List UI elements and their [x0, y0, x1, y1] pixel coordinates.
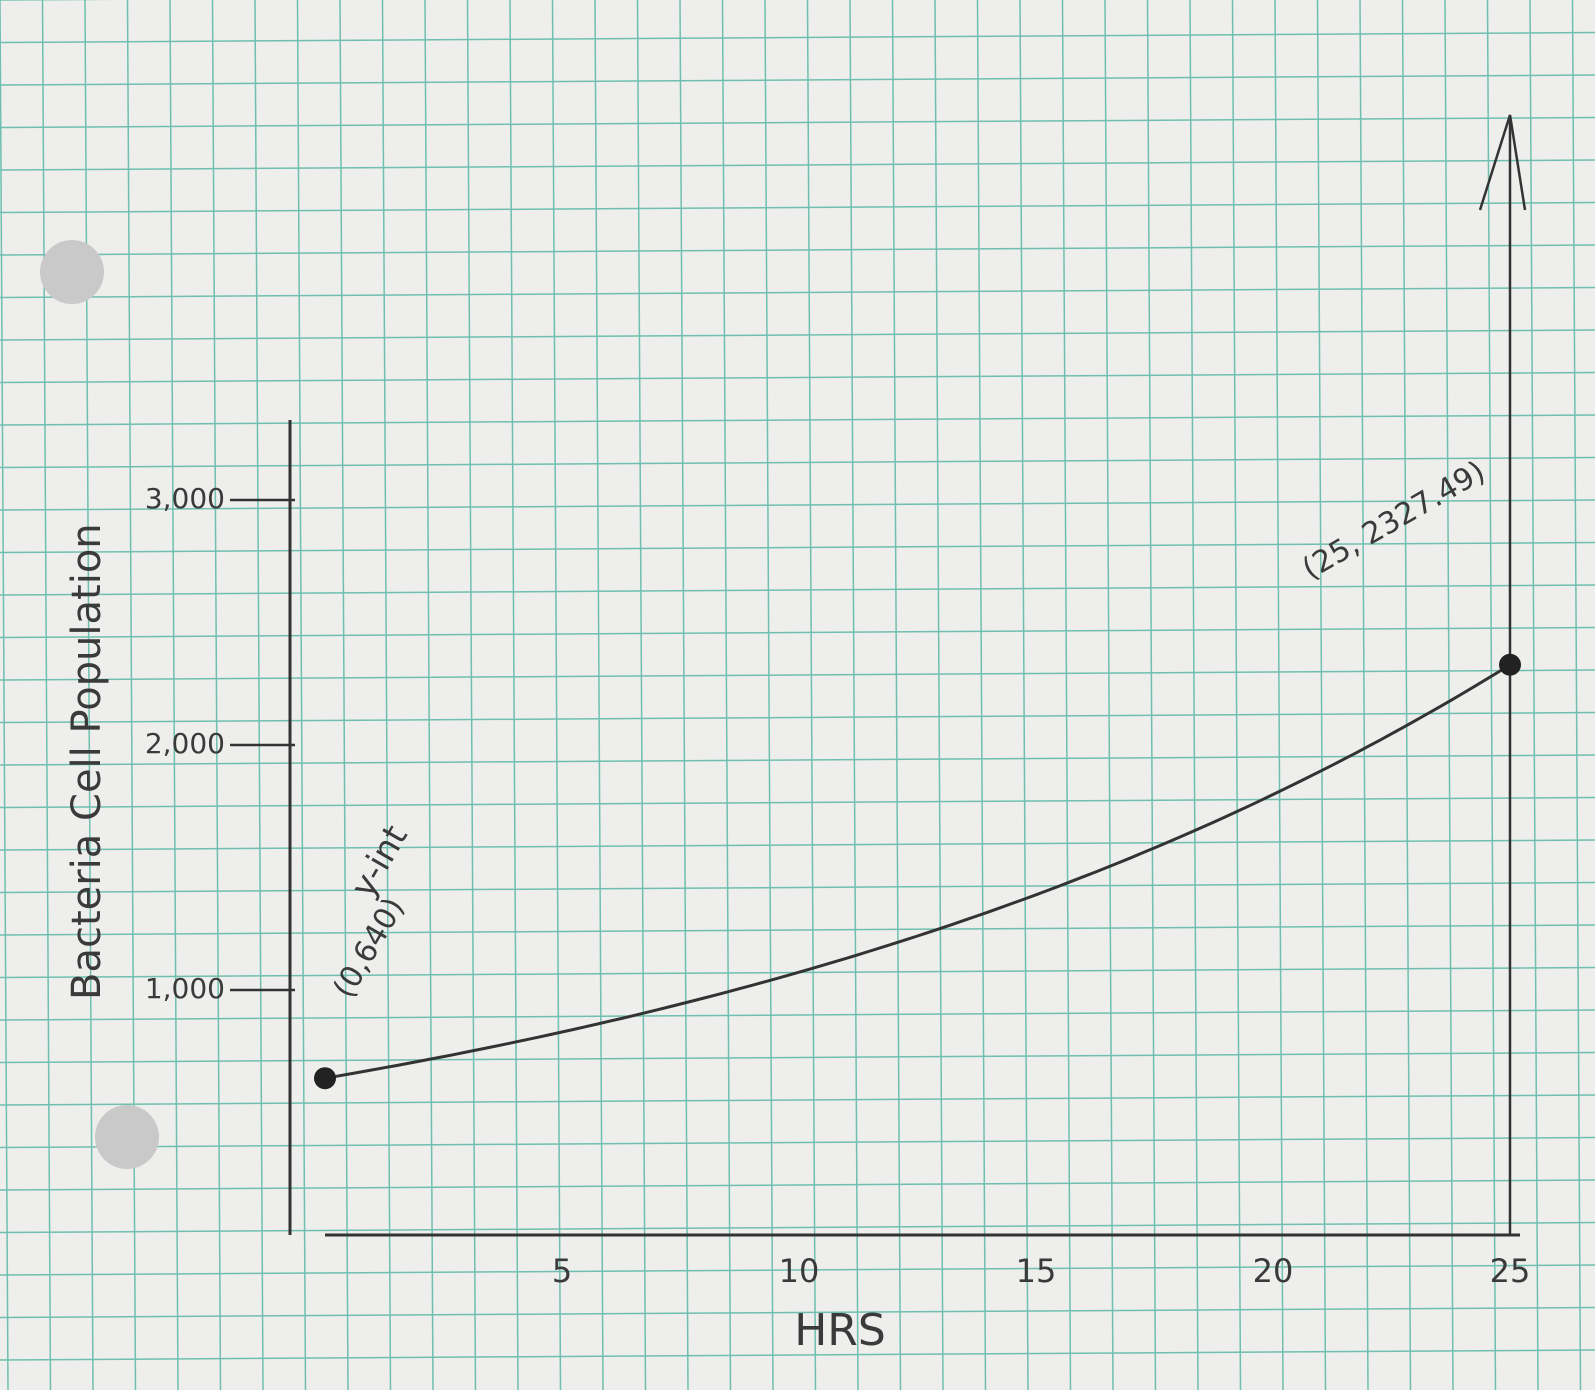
grid-line [0, 839, 1595, 851]
x-tick-label: 5 [552, 1252, 572, 1290]
grid-line [721, 0, 732, 1390]
grid-line [1189, 0, 1199, 1390]
grid-line [0, 626, 1595, 639]
grid-line [0, 1179, 1595, 1191]
grid-line [254, 0, 264, 1390]
grid-line [1529, 0, 1539, 1390]
grid-line [0, 924, 1595, 936]
grid-line [0, 31, 1595, 44]
grid-line [0, 329, 1595, 341]
grid-line [0, 244, 1595, 256]
grid-line [551, 0, 562, 1390]
y-axis-label: Bacteria Cell Population [64, 523, 110, 1000]
grid-line [0, 116, 1595, 129]
grid-line [1401, 0, 1412, 1390]
grid-line [0, 456, 1595, 469]
grid-line [0, 1349, 1595, 1361]
grid-line [1019, 0, 1029, 1390]
grid-line [1104, 0, 1114, 1390]
grid-line [211, 0, 222, 1390]
data-points [314, 653, 1521, 1090]
grid-line [0, 584, 1595, 596]
x-tick-label: 10 [779, 1252, 820, 1290]
grid-line [466, 0, 477, 1390]
grid-line [381, 0, 392, 1390]
grid-line [594, 0, 604, 1390]
grid-line [0, 1136, 1595, 1149]
grid-line [1274, 0, 1284, 1390]
grid-line [636, 0, 647, 1390]
grid-line [169, 0, 179, 1390]
grid-line [0, 74, 1595, 86]
grid-line [0, 1094, 1595, 1106]
grid-line [806, 0, 817, 1390]
binder-hole [95, 1105, 159, 1169]
grid-line [1146, 0, 1157, 1390]
grid-line [1359, 0, 1369, 1390]
binder-hole [40, 240, 104, 304]
grid-line [296, 0, 307, 1390]
grid-line [0, 499, 1595, 511]
grid-line [1231, 0, 1242, 1390]
data-point [1499, 653, 1521, 676]
grid-line [1316, 0, 1327, 1390]
grid-line [0, 414, 1595, 426]
grid-line [339, 0, 349, 1390]
x-tick-label: 25 [1490, 1252, 1531, 1290]
grid-line [0, 1051, 1595, 1064]
grid-line [0, 0, 9, 1390]
grid-line [0, 159, 1595, 171]
grid-line [0, 541, 1595, 554]
grid-line [41, 0, 52, 1390]
arrow-head-icon [1478, 114, 1527, 211]
grid-line [0, 201, 1595, 214]
grid-line [764, 0, 774, 1390]
y-tick-label: 3,000 [145, 482, 225, 515]
grid-line [0, 669, 1595, 681]
grid-line [891, 0, 902, 1390]
grid-line [0, 1009, 1595, 1021]
grid-line [1444, 0, 1454, 1390]
grid-line [0, 881, 1595, 894]
grid-line [0, 1221, 1595, 1234]
series-curve [324, 663, 1511, 1080]
x-tick-label: 20 [1253, 1252, 1294, 1290]
grid-line [0, 371, 1595, 384]
x-tick-label: 15 [1016, 1252, 1057, 1290]
grid-line [0, 1306, 1595, 1319]
data-point [314, 1067, 336, 1090]
ticks: 5 10 15 20 25 1,000 2,000 3,000 [145, 482, 1531, 1290]
grid-line [0, 711, 1595, 724]
grid-line [976, 0, 987, 1390]
grid-line [0, 796, 1595, 809]
grid-line [1571, 0, 1582, 1390]
grid-line [424, 0, 434, 1390]
grid-line [0, 754, 1595, 766]
grid-line [1061, 0, 1072, 1390]
grid-line [679, 0, 689, 1390]
y-tick-label: 2,000 [145, 727, 225, 760]
y-tick-label: 1,000 [145, 972, 225, 1005]
grid-line [849, 0, 859, 1390]
grid-line [0, 286, 1595, 299]
grid-line [509, 0, 519, 1390]
grid-line [1486, 0, 1497, 1390]
grid-line [0, 1264, 1595, 1276]
x-axis-label: HRS [794, 1305, 886, 1356]
grid-line [934, 0, 944, 1390]
grid-line [84, 0, 94, 1390]
